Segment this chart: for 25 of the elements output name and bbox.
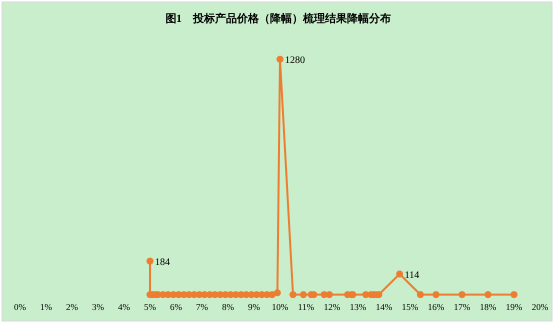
x-tick-label: 3% (92, 302, 104, 312)
x-tick-label: 7% (196, 302, 208, 312)
x-tick-label: 15% (402, 302, 419, 312)
x-tick-label: 5% (144, 302, 156, 312)
x-tick-label: 9% (248, 302, 260, 312)
x-tick-label: 6% (170, 302, 182, 312)
x-tick-label: 20% (532, 302, 549, 312)
data-label: 1280 (285, 55, 305, 66)
x-tick-label: 16% (428, 302, 445, 312)
x-tick-label: 12% (324, 302, 341, 312)
x-tick-label: 0% (14, 302, 26, 312)
x-tick-label: 4% (118, 302, 130, 312)
x-tick-label: 1% (40, 302, 52, 312)
x-tick-label: 17% (454, 302, 471, 312)
x-tick-label: 14% (376, 302, 393, 312)
x-tick-label: 2% (66, 302, 78, 312)
x-tick-label: 8% (222, 302, 234, 312)
x-tick-label: 18% (480, 302, 497, 312)
x-tick-label: 10% (272, 302, 289, 312)
data-label: 114 (404, 270, 420, 281)
x-tick-label: 19% (506, 302, 523, 312)
data-label: 184 (155, 257, 170, 268)
x-tick-label: 11% (298, 302, 315, 312)
x-tick-label: 13% (350, 302, 367, 312)
chart-title: 图1 投标产品价格（降幅）梳理结果降幅分布 (165, 12, 391, 25)
